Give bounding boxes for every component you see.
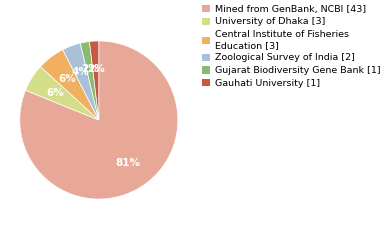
Wedge shape: [41, 50, 99, 120]
Wedge shape: [20, 41, 178, 199]
Wedge shape: [80, 42, 99, 120]
Text: 2%: 2%: [81, 64, 98, 74]
Text: 6%: 6%: [59, 74, 76, 84]
Text: 81%: 81%: [115, 158, 140, 168]
Text: 2%: 2%: [87, 64, 105, 74]
Wedge shape: [63, 43, 99, 120]
Wedge shape: [89, 41, 99, 120]
Text: 4%: 4%: [72, 67, 90, 77]
Legend: Mined from GenBank, NCBI [43], University of Dhaka [3], Central Institute of Fis: Mined from GenBank, NCBI [43], Universit…: [202, 5, 380, 88]
Text: 6%: 6%: [46, 88, 64, 98]
Wedge shape: [25, 67, 99, 120]
